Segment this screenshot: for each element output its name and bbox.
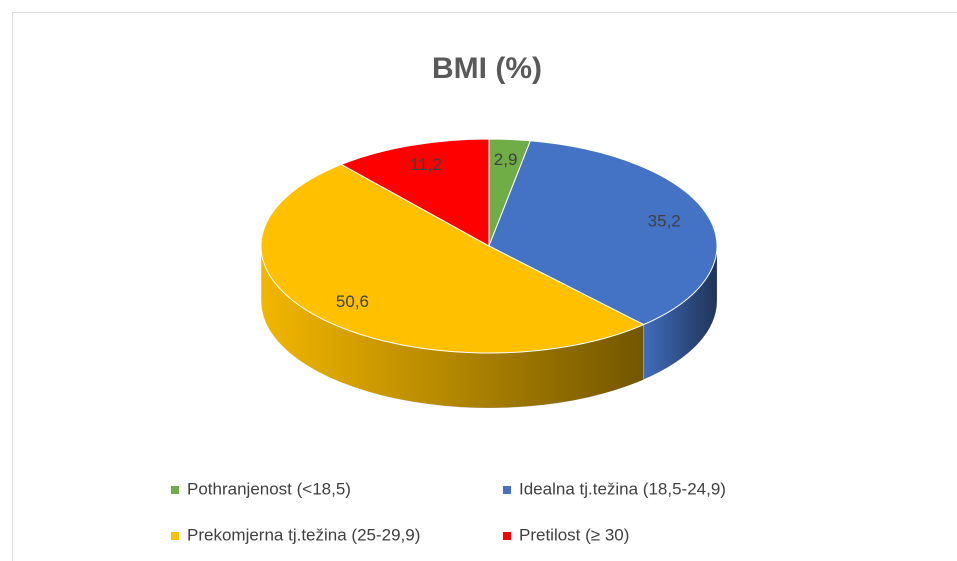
- chart-title: BMI (%): [432, 52, 542, 85]
- slice: [340, 138, 490, 247]
- slice: [488, 140, 718, 326]
- slice-side-shade: [643, 246, 717, 380]
- data-label: 50,6: [336, 292, 369, 311]
- legend-swatch: [171, 486, 179, 494]
- legend-label: Idealna tj.težina (18,5-24,9): [519, 479, 726, 498]
- data-label: 2,9: [494, 150, 518, 169]
- legend-swatch: [171, 532, 179, 540]
- legend-label: Prekomjerna tj.težina (25-29,9): [187, 525, 420, 544]
- data-label: 35,2: [648, 212, 681, 231]
- data-label: 11,2: [410, 155, 442, 174]
- slice: [260, 163, 645, 354]
- legend-swatch: [503, 532, 511, 540]
- legend-swatch: [503, 486, 511, 494]
- legend-label: Pretilost (≥ 30): [519, 525, 629, 544]
- legend-label: Pothranjenost (<18,5): [187, 479, 351, 498]
- slice-side-shade: [261, 246, 644, 408]
